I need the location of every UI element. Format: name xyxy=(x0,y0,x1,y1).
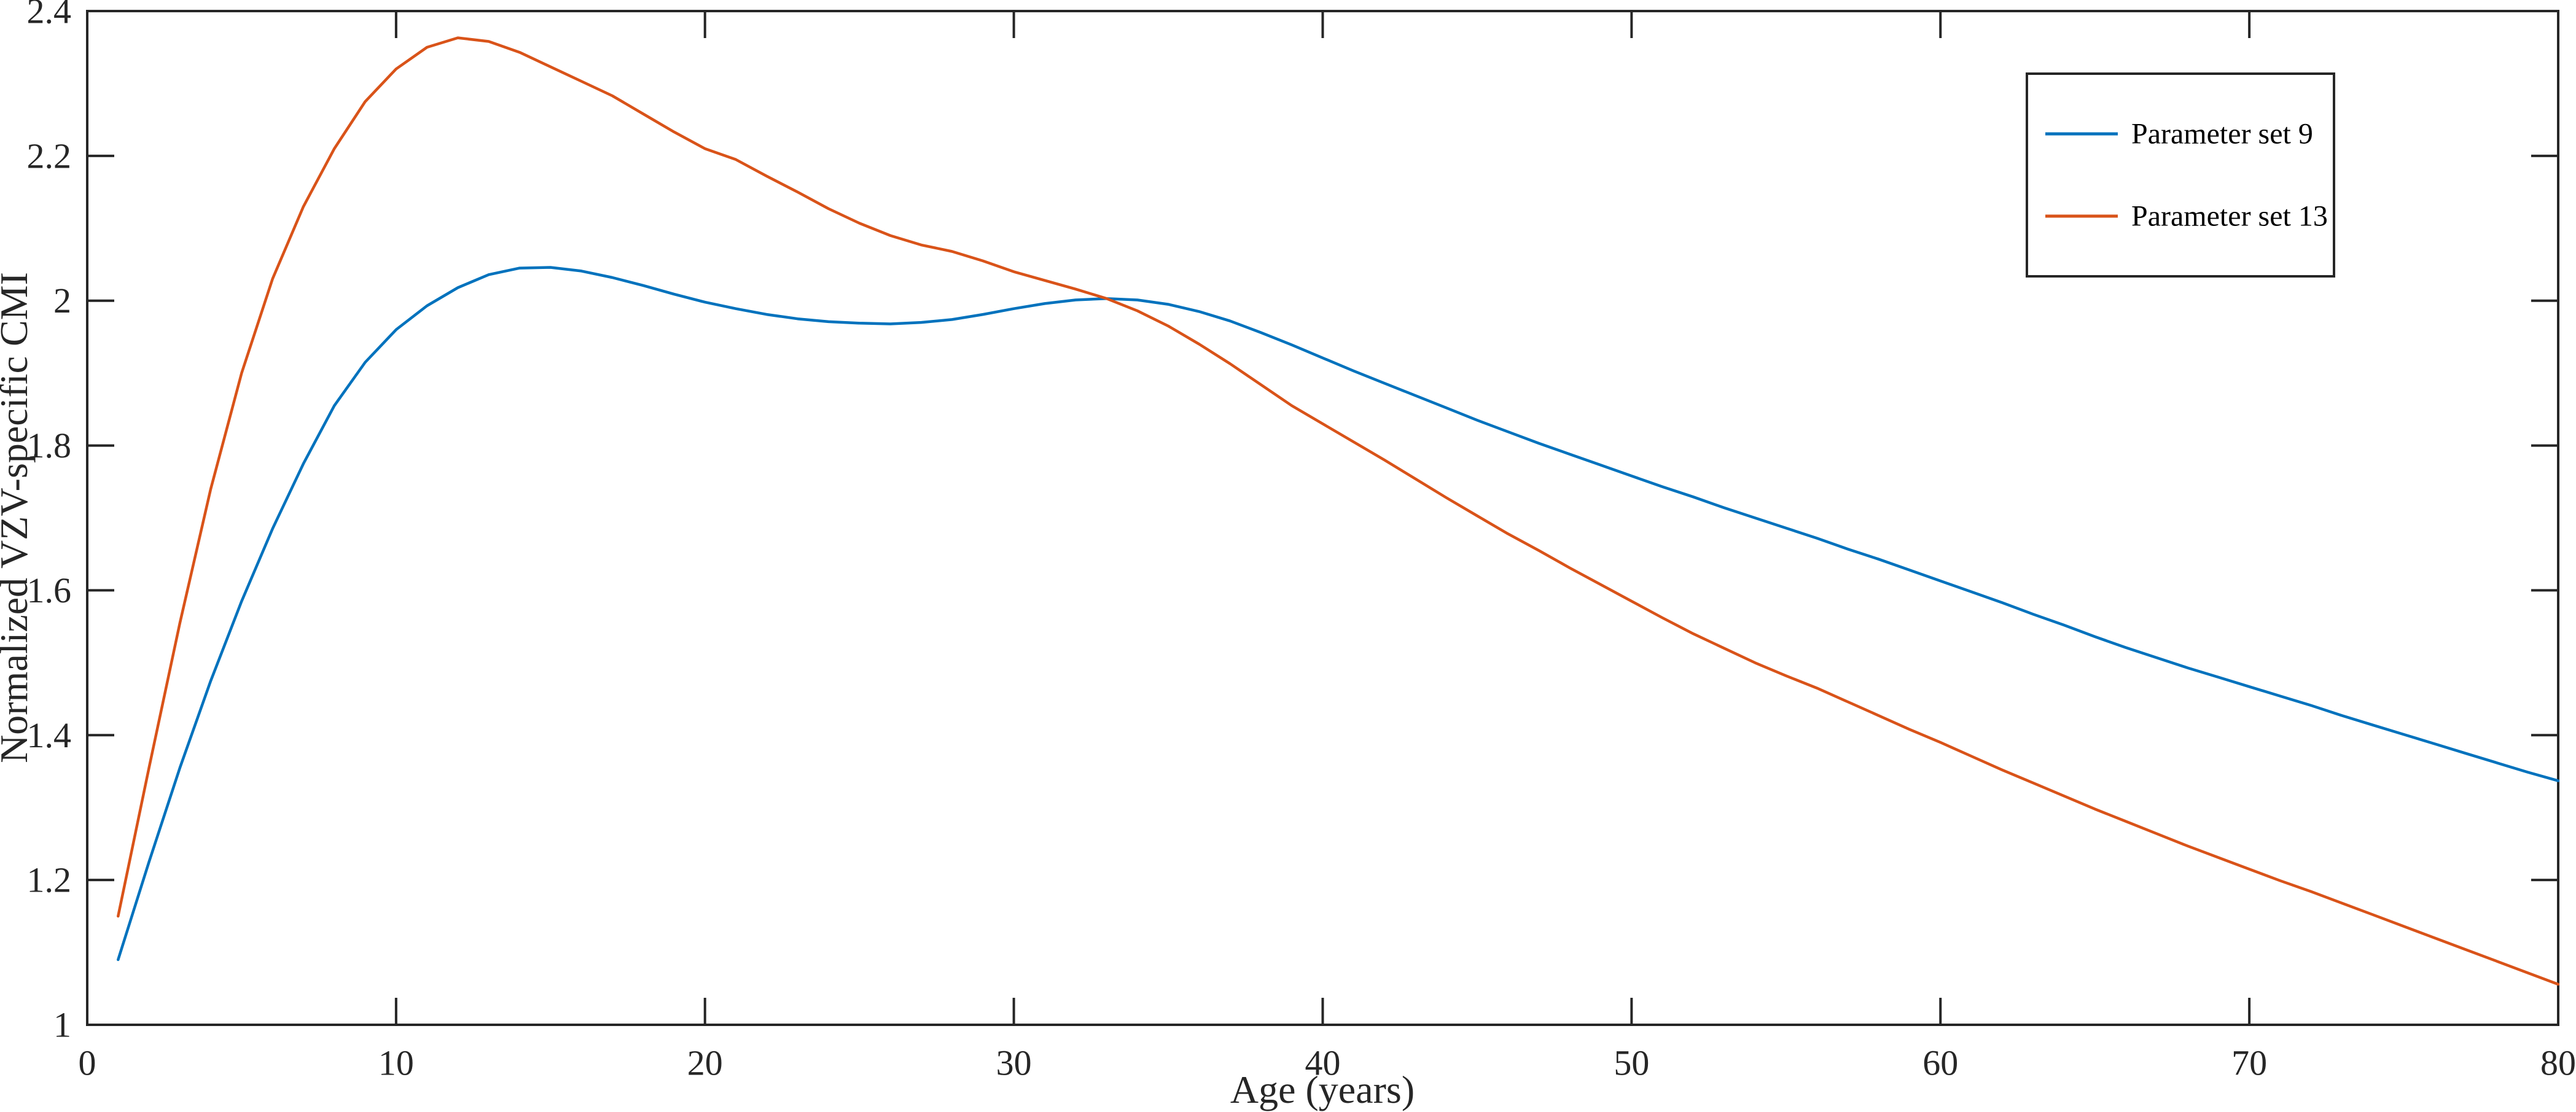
plot-series xyxy=(117,36,2560,986)
y-tick-label: 1 xyxy=(53,1005,71,1045)
series-line-parameter-set-9 xyxy=(117,266,2560,962)
x-tick-label: 20 xyxy=(687,1043,723,1083)
y-tick-label: 1.8 xyxy=(27,426,72,465)
y-tick-label: 1.2 xyxy=(27,860,72,900)
y-tick-label: 2.2 xyxy=(27,136,72,176)
legend-label-set9: Parameter set 9 xyxy=(2131,118,2313,150)
legend: Parameter set 9 Parameter set 13 xyxy=(2026,72,2335,278)
legend-label-set13: Parameter set 13 xyxy=(2131,200,2328,233)
x-tick-label: 70 xyxy=(2231,1043,2267,1083)
x-tick-label: 0 xyxy=(79,1043,96,1083)
axes: 0 10 20 30 40 50 60 70 80 1 1.2 1.4 1.6 1.8 2 2.2 2.4 xyxy=(27,0,2576,1083)
x-tick-label: 40 xyxy=(1305,1043,1341,1083)
x-tick-label: 60 xyxy=(1922,1043,1958,1083)
y-axis-label: Normalized VZV-specific CMI xyxy=(0,272,36,763)
legend-box xyxy=(2026,72,2335,278)
x-tick-label: 80 xyxy=(2540,1043,2576,1083)
series-line-parameter-set-13 xyxy=(117,36,2560,986)
x-axis-label: Age (years) xyxy=(1230,1068,1415,1111)
y-tick-label: 2 xyxy=(53,281,71,321)
y-tick-label: 2.4 xyxy=(27,0,72,31)
y-tick-label: 1.6 xyxy=(27,570,72,610)
y-tick-label: 1.4 xyxy=(27,715,72,755)
x-tick-label: 50 xyxy=(1614,1043,1649,1083)
x-tick-label: 10 xyxy=(378,1043,414,1083)
x-tick-label: 30 xyxy=(996,1043,1032,1083)
